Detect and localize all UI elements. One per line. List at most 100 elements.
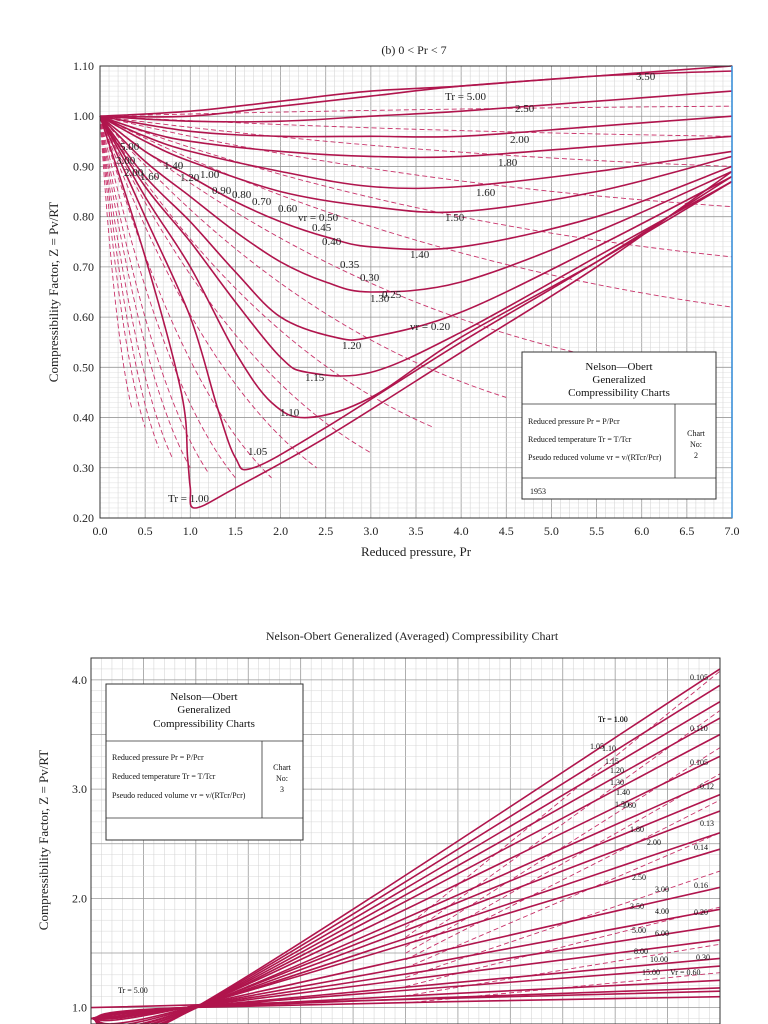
y-tick-label: 0.40: [73, 411, 94, 425]
curve-label: 1.80: [498, 157, 518, 169]
x-tick-label: 3.0: [363, 524, 378, 538]
info-box-chart-label: Chart: [687, 429, 706, 438]
info-box-frame: [521, 351, 717, 500]
series-line: [99, 115, 733, 471]
reduced-volume-line: [99, 115, 733, 208]
curve-label: 1.40: [616, 788, 630, 797]
series-line: [99, 115, 733, 341]
x-tick-label: 7.0: [725, 524, 740, 538]
curve-label: Tr = 1.00: [598, 715, 628, 724]
curve-label: 0.14: [694, 843, 708, 852]
reduced-volume-line: [99, 115, 507, 398]
reduced-volume-line: [99, 116, 209, 474]
chart-1-volume-lines: [99, 105, 733, 479]
x-tick-label: 2.5: [318, 524, 333, 538]
series-line: [90, 793, 721, 1024]
chart-2-info-box: Nelson—Obert Generalized Compressibility…: [105, 683, 304, 841]
info-box-line-3: Pseudo reduced volume vr = v/(RTcr/Pcr): [528, 453, 662, 462]
series-line: [90, 832, 721, 1024]
y-tick-label: 0.20: [73, 511, 94, 525]
y-tick-label: 0.80: [73, 210, 94, 224]
chart-2-annotations: 0.105 0.110 0.105 0.12 0.13 0.14 0.16 0.20 0.30 V…: [118, 673, 714, 995]
info-box-chart-label: Chart: [273, 763, 292, 772]
chart-1-series: [99, 65, 733, 509]
curve-label: 0.110: [690, 724, 708, 733]
series-line: [90, 990, 721, 1009]
curve-label: 3.50: [636, 71, 656, 83]
chart-1-title: (b) 0 < Pr < 7: [381, 43, 446, 57]
reduced-volume-line: [405, 773, 721, 954]
curve-label: 1.30: [370, 293, 390, 305]
curve-label: 1.80: [630, 825, 644, 834]
curve-label: 15.00: [642, 968, 660, 977]
curve-label: 1.20: [180, 172, 200, 184]
chart-2: Nelson-Obert Generalized (Averaged) Comp…: [36, 629, 721, 1024]
curve-label: 0.105: [690, 673, 708, 682]
chart-1-annotations: Tr = 5.00 3.50 2.50 2.00 1.80 1.60 1.50 1.40 1.3…: [116, 71, 656, 505]
curve-label: 1.40: [410, 249, 430, 261]
info-box-title-3: Compressibility Charts: [153, 718, 255, 730]
curve-label: 0.70: [252, 196, 272, 208]
curve-label: 1.30: [610, 778, 624, 787]
reduced-volume-line: [99, 116, 317, 469]
series-line: [99, 115, 733, 214]
y-tick-label: 2.0: [72, 891, 87, 905]
curve-label: 2.00: [510, 134, 530, 146]
series-line: [99, 90, 733, 123]
x-tick-label: 1.0: [183, 524, 198, 538]
info-box-title-1: Nelson—Obert: [170, 691, 237, 703]
curve-label: 1.50: [615, 800, 629, 809]
chart-1-info-box: Nelson—Obert Generalized Compressibility…: [521, 351, 717, 500]
series-line: [99, 115, 733, 509]
curve-label: 0.80: [232, 189, 252, 201]
x-tick-label: 5.0: [544, 524, 559, 538]
curve-label: 1.05: [590, 742, 604, 751]
curve-label: 0.16: [694, 881, 708, 890]
chart-1-x-label: Reduced pressure, Pr: [361, 544, 472, 559]
curve-label: 5.00: [120, 141, 140, 153]
x-tick-label: 4.0: [454, 524, 469, 538]
curve-label: Tr = 1.00: [168, 493, 209, 505]
series-line: [90, 939, 721, 1020]
reduced-volume-line: [405, 670, 721, 928]
chart-2-y-label: Compressibility Factor, Z = Pv/RT: [36, 750, 51, 931]
curve-label: 3.00: [655, 885, 669, 894]
series-line: [99, 115, 733, 251]
curve-label: 2.00: [647, 838, 661, 847]
curve-label: 2.50: [632, 873, 646, 882]
reduced-volume-line: [99, 115, 435, 429]
chart-1-y-label: Compressibility Factor, Z = Pv/RT: [46, 202, 61, 383]
chart-2-frame: [90, 657, 721, 1024]
series-line: [99, 115, 733, 419]
series-line: [90, 886, 721, 1022]
info-box-no-label: No:: [276, 774, 288, 783]
curve-label: 1.05: [248, 446, 268, 458]
curve-label: 5.00: [632, 926, 646, 935]
reduced-volume-line: [99, 116, 236, 479]
chart-1-x-ticks: 0.0 0.5 1.0 1.5 2.0 2.5 3.0 3.5 4.0 4.5 5.0 5.5 6.0 6…: [93, 524, 740, 538]
info-box-no-label: No:: [690, 440, 702, 449]
reduced-volume-line: [99, 105, 733, 117]
curve-label: 1.10: [280, 407, 300, 419]
x-tick-label: 2.0: [273, 524, 288, 538]
series-line: [99, 65, 733, 118]
x-tick-label: 6.5: [679, 524, 694, 538]
series-line: [90, 908, 721, 1021]
x-tick-label: 4.5: [499, 524, 514, 538]
curve-label: 4.00: [655, 907, 669, 916]
curve-label: 0.40: [322, 236, 342, 248]
series-line: [90, 668, 721, 1024]
info-box-title-3: Compressibility Charts: [568, 387, 670, 399]
curve-label: 1.60: [622, 801, 636, 810]
curve-label: Tr = 5.00: [118, 986, 148, 995]
curve-label: vr = 0.50: [298, 212, 339, 224]
reduced-volume-line: [405, 832, 721, 969]
reduced-volume-line: [99, 116, 191, 468]
reduced-volume-line: [99, 116, 372, 454]
reduced-volume-line: [405, 747, 721, 948]
info-box-line-1: Reduced pressure Pr = P/Pcr: [112, 753, 204, 762]
reduced-volume-line: [405, 943, 721, 997]
curve-label: 0.90: [212, 185, 232, 197]
info-box-title-2: Generalized: [177, 704, 231, 716]
